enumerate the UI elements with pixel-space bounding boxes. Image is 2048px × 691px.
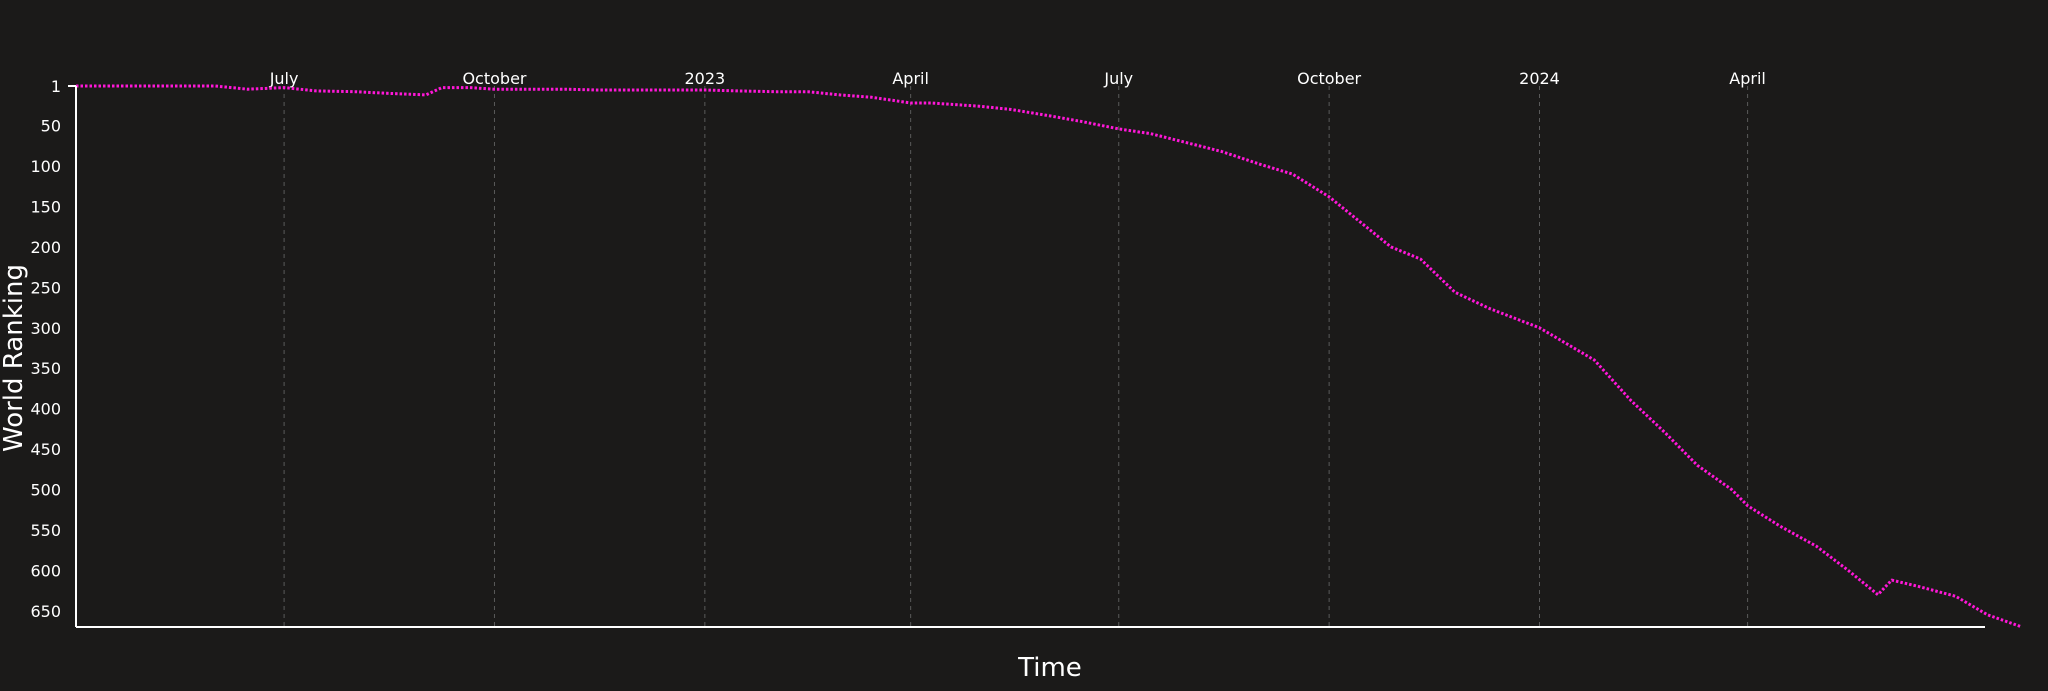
y-tick-label: 400 — [30, 400, 61, 419]
x-tick-label: July — [269, 69, 299, 88]
x-tick-label: October — [1297, 69, 1361, 88]
y-axis-title: World Ranking — [0, 264, 29, 452]
y-tick-label: 250 — [30, 278, 61, 297]
y-tick-label: 1 — [51, 77, 61, 96]
y-tick-label: 600 — [30, 561, 61, 580]
y-tick-label: 550 — [30, 521, 61, 540]
y-tick-label: 200 — [30, 238, 61, 257]
y-tick-label: 350 — [30, 359, 61, 378]
y-tick-label: 150 — [30, 197, 61, 216]
y-tick-label: 50 — [41, 117, 61, 136]
x-tick-label: July — [1103, 69, 1133, 88]
series-lines — [76, 84, 2023, 629]
y-tick-label: 500 — [30, 481, 61, 500]
x-axis-title: Time — [1017, 653, 1082, 683]
x-tick-label: 2024 — [1519, 69, 1560, 88]
x-tick-labels: July October 2023 April July October 2024 April — [269, 69, 1766, 88]
x-tick-label: April — [1729, 69, 1766, 88]
y-tick-label: 650 — [30, 602, 61, 621]
y-tick-label: 450 — [30, 440, 61, 459]
x-tick-label: April — [892, 69, 929, 88]
y-tick-label: 100 — [30, 157, 61, 176]
axes — [68, 85, 1985, 628]
grid-lines — [283, 86, 1749, 627]
y-tick-label: 300 — [30, 319, 61, 338]
series-line — [76, 84, 2023, 629]
x-tick-label: 2023 — [684, 69, 725, 88]
x-tick-label: October — [462, 69, 526, 88]
